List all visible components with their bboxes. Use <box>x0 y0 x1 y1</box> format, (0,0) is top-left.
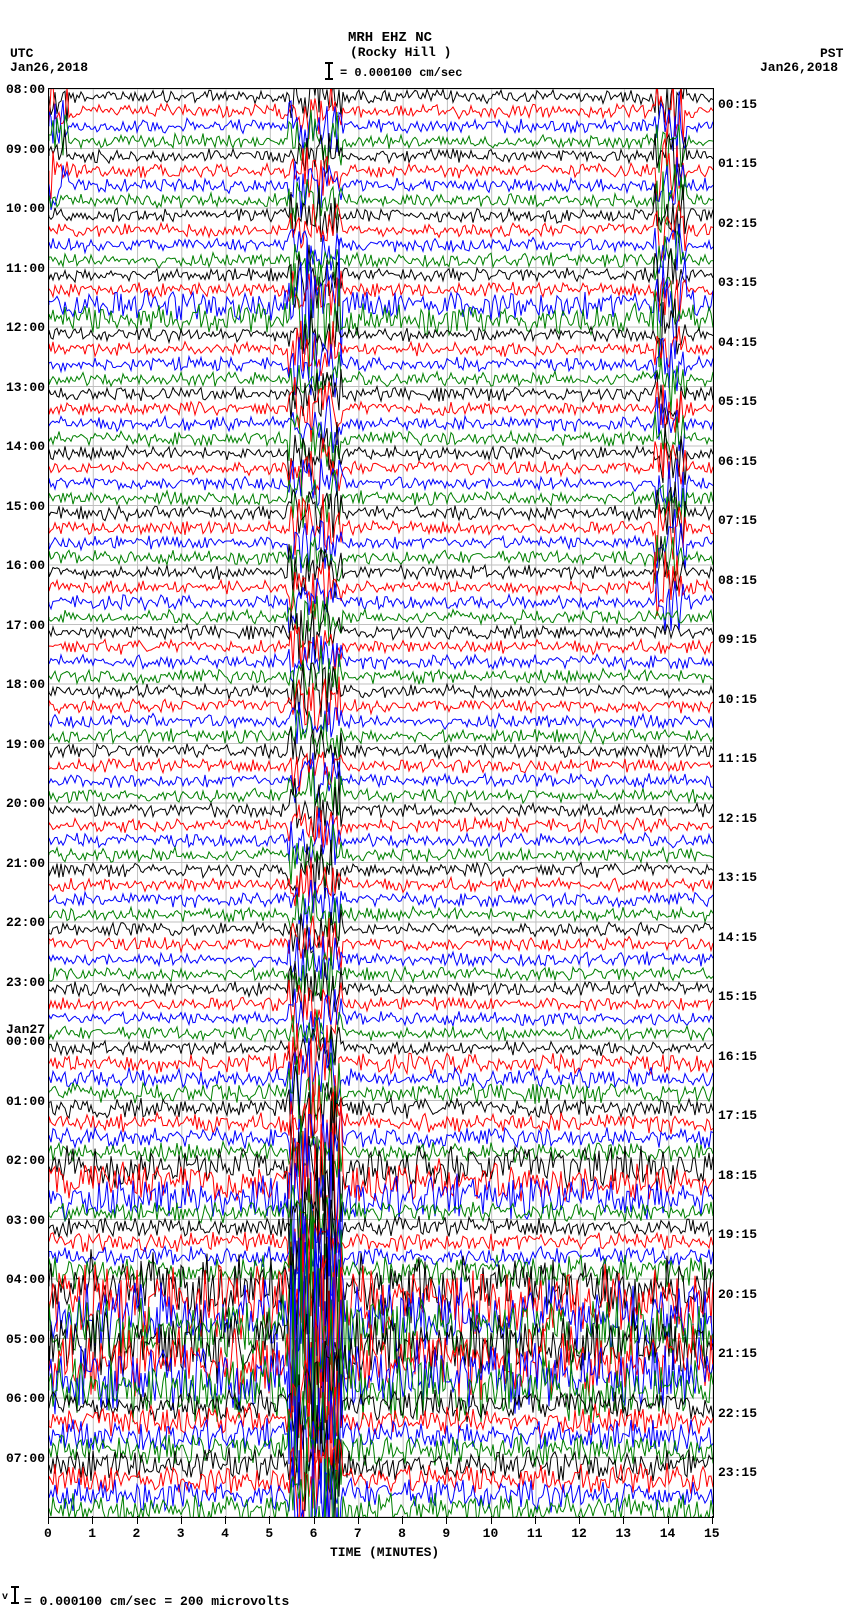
pst-time-label: 21:15 <box>718 1346 757 1361</box>
x-tick <box>92 1516 93 1524</box>
pst-time-label: 12:15 <box>718 811 757 826</box>
utc-time-label: 04:00 <box>6 1272 45 1287</box>
pst-time-label: 18:15 <box>718 1168 757 1183</box>
x-tick <box>491 1516 492 1524</box>
x-axis-label: TIME (MINUTES) <box>330 1545 439 1560</box>
x-tick <box>269 1516 270 1524</box>
station-name: (Rocky Hill ) <box>350 45 451 60</box>
x-tick <box>48 1516 49 1524</box>
pst-time-label: 13:15 <box>718 870 757 885</box>
utc-time-label: 09:00 <box>6 142 45 157</box>
utc-time-label: 02:00 <box>6 1153 45 1168</box>
x-tick-label: 10 <box>483 1526 499 1541</box>
x-tick-label: 1 <box>88 1526 96 1541</box>
pst-time-label: 10:15 <box>718 692 757 707</box>
x-tick <box>181 1516 182 1524</box>
x-tick <box>358 1516 359 1524</box>
x-tick-label: 11 <box>527 1526 543 1541</box>
pst-time-label: 14:15 <box>718 930 757 945</box>
x-tick <box>446 1516 447 1524</box>
x-tick <box>535 1516 536 1524</box>
utc-time-label: 07:00 <box>6 1451 45 1466</box>
utc-time-label: 00:00 <box>6 1034 45 1049</box>
x-tick-label: 4 <box>221 1526 229 1541</box>
pst-time-label: 23:15 <box>718 1465 757 1480</box>
pst-time-label: 04:15 <box>718 335 757 350</box>
pst-time-label: 06:15 <box>718 454 757 469</box>
x-tick-label: 14 <box>660 1526 676 1541</box>
footer-scale-bar-icon <box>14 1586 16 1604</box>
x-tick-label: 5 <box>265 1526 273 1541</box>
utc-time-label: 17:00 <box>6 618 45 633</box>
utc-time-label: 16:00 <box>6 558 45 573</box>
footer-text: = 0.000100 cm/sec = 200 microvolts <box>24 1594 289 1609</box>
x-tick <box>623 1516 624 1524</box>
utc-time-label: 19:00 <box>6 737 45 752</box>
utc-time-label: 23:00 <box>6 975 45 990</box>
seismogram-plot <box>48 88 714 1518</box>
utc-time-label: 14:00 <box>6 439 45 454</box>
right-tz: PST <box>820 46 843 61</box>
pst-time-label: 11:15 <box>718 751 757 766</box>
utc-time-label: 13:00 <box>6 380 45 395</box>
pst-time-label: 01:15 <box>718 156 757 171</box>
x-tick <box>137 1516 138 1524</box>
utc-time-label: 03:00 <box>6 1213 45 1228</box>
x-tick-label: 12 <box>571 1526 587 1541</box>
pst-time-label: 02:15 <box>718 216 757 231</box>
x-tick-label: 2 <box>133 1526 141 1541</box>
right-date: Jan26,2018 <box>760 60 838 75</box>
utc-time-label: 05:00 <box>6 1332 45 1347</box>
utc-time-label: 20:00 <box>6 796 45 811</box>
x-tick-label: 0 <box>44 1526 52 1541</box>
station-id: MRH EHZ NC <box>348 30 432 46</box>
left-tz: UTC <box>10 46 33 61</box>
x-tick-label: 3 <box>177 1526 185 1541</box>
pst-time-label: 15:15 <box>718 989 757 1004</box>
pst-time-label: 19:15 <box>718 1227 757 1242</box>
pst-time-label: 00:15 <box>718 97 757 112</box>
scale-text: = 0.000100 cm/sec <box>340 66 462 80</box>
x-tick-label: 6 <box>310 1526 318 1541</box>
x-tick <box>402 1516 403 1524</box>
utc-time-label: 12:00 <box>6 320 45 335</box>
x-tick-label: 13 <box>615 1526 631 1541</box>
utc-time-label: 15:00 <box>6 499 45 514</box>
pst-time-label: 07:15 <box>718 513 757 528</box>
utc-time-label: 10:00 <box>6 201 45 216</box>
x-tick-label: 9 <box>442 1526 450 1541</box>
x-tick-label: 8 <box>398 1526 406 1541</box>
pst-time-label: 08:15 <box>718 573 757 588</box>
pst-time-label: 16:15 <box>718 1049 757 1064</box>
x-tick-label: 15 <box>704 1526 720 1541</box>
x-tick-label: 7 <box>354 1526 362 1541</box>
utc-time-label: 06:00 <box>6 1391 45 1406</box>
x-tick <box>712 1516 713 1524</box>
left-date: Jan26,2018 <box>10 60 88 75</box>
x-tick <box>225 1516 226 1524</box>
utc-time-label: 22:00 <box>6 915 45 930</box>
x-tick <box>668 1516 669 1524</box>
pst-time-label: 05:15 <box>718 394 757 409</box>
scale-bar-icon <box>328 62 330 80</box>
pst-time-label: 03:15 <box>718 275 757 290</box>
utc-time-label: 11:00 <box>6 261 45 276</box>
utc-time-label: 21:00 <box>6 856 45 871</box>
pst-time-label: 22:15 <box>718 1406 757 1421</box>
pst-time-label: 09:15 <box>718 632 757 647</box>
pst-time-label: 20:15 <box>718 1287 757 1302</box>
pst-time-label: 17:15 <box>718 1108 757 1123</box>
x-tick <box>579 1516 580 1524</box>
utc-time-label: 01:00 <box>6 1094 45 1109</box>
x-tick <box>314 1516 315 1524</box>
footer-prefix: v <box>2 1592 8 1603</box>
utc-time-label: 18:00 <box>6 677 45 692</box>
utc-time-label: 08:00 <box>6 82 45 97</box>
